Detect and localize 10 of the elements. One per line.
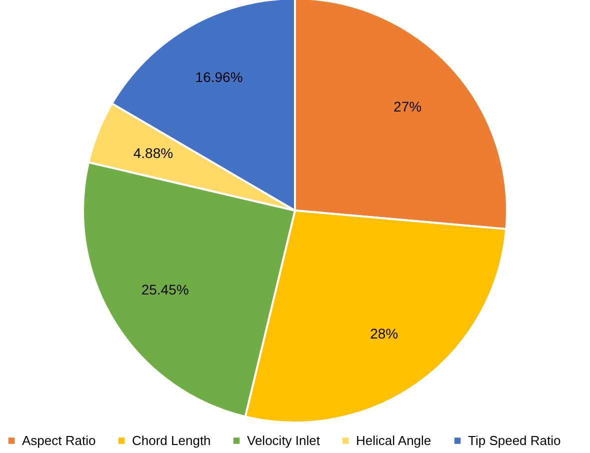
data-label: 28% [370, 325, 398, 342]
data-label: 4.88% [133, 145, 174, 162]
legend-label: Velocity Inlet [247, 432, 320, 448]
data-label: 27% [394, 98, 422, 114]
legend-label: Helical Angle [356, 432, 432, 448]
legend-label: Aspect Ratio [22, 432, 96, 448]
data-label: 16.96% [195, 69, 243, 86]
legend-label: Chord Length [132, 432, 211, 448]
data-label: 25.45% [141, 282, 189, 298]
legend-label: Tip Speed Ratio [468, 432, 561, 448]
